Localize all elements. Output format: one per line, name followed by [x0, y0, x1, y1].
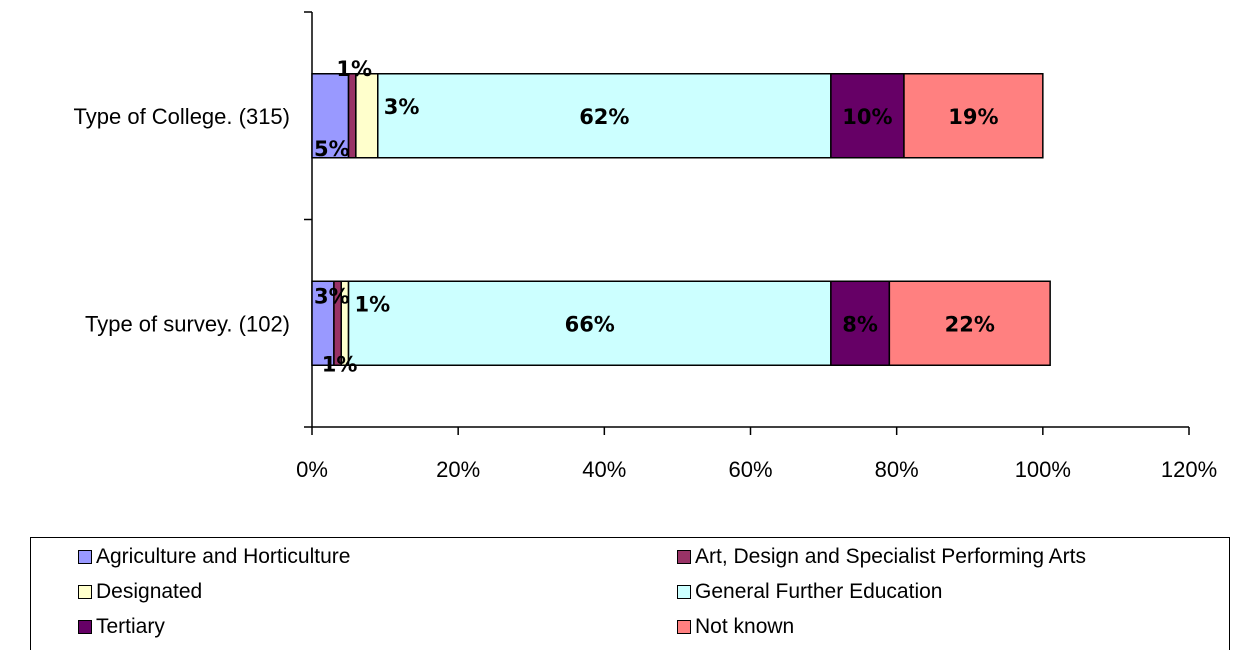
bar-segment — [830, 280, 891, 366]
bar-segment — [377, 73, 832, 159]
x-tick-label: 40% — [582, 457, 626, 482]
x-tick-label: 20% — [436, 457, 480, 482]
legend-item: Designated — [78, 580, 202, 604]
chart-legend: Agriculture and Horticulture Art, Design … — [30, 537, 1230, 650]
data-label: 8% — [842, 312, 878, 336]
legend-item: Not known — [677, 615, 794, 639]
legend-swatch — [677, 550, 691, 564]
x-tick-label: 100% — [1015, 457, 1071, 482]
data-label: 10% — [842, 105, 892, 129]
bar-segment — [888, 280, 1051, 366]
legend-swatch — [78, 620, 92, 634]
x-tick-label: 0% — [296, 457, 328, 482]
data-label: 22% — [945, 312, 995, 336]
legend-item: Agriculture and Horticulture — [78, 545, 350, 569]
bar-segment — [903, 73, 1044, 159]
data-label: 1% — [336, 57, 372, 81]
legend-label: Art, Design and Specialist Performing Ar… — [695, 545, 1087, 568]
legend-swatch — [677, 620, 691, 634]
x-tick-label: 60% — [728, 457, 772, 482]
legend-label: Agriculture and Horticulture — [96, 545, 351, 568]
legend-item: Art, Design and Specialist Performing Ar… — [677, 545, 1086, 569]
data-label: 3% — [384, 95, 420, 119]
data-label: 3% — [314, 284, 350, 308]
x-tick-label: 80% — [875, 457, 919, 482]
legend-label: Tertiary — [96, 615, 165, 638]
legend-label: Designated — [96, 580, 203, 603]
legend-item: Tertiary — [78, 615, 165, 639]
chart-axes: 0% 20% 40% 60% 80% 100% 120% — [296, 11, 1217, 482]
bar-segment — [355, 73, 379, 159]
legend-swatch — [78, 550, 92, 564]
data-label: 1% — [355, 292, 391, 316]
x-tick-label: 120% — [1161, 457, 1217, 482]
data-label: 66% — [565, 312, 615, 336]
data-label: 19% — [948, 105, 998, 129]
category-label: Type of survey. (102) — [85, 311, 290, 336]
legend-item: General Further Education — [677, 580, 942, 604]
chart-labels: Type of College. (315)5%1%3% 62% 10% 19%Typ… — [74, 57, 999, 377]
category-label: Type of College. (315) — [74, 104, 290, 129]
legend-swatch — [78, 585, 92, 599]
data-label: 1% — [322, 352, 358, 376]
bar-segment — [347, 280, 832, 366]
data-label: 62% — [579, 105, 629, 129]
legend-swatch — [677, 585, 691, 599]
legend-label: General Further Education — [695, 580, 943, 603]
stacked-bar-chart: 0% 20% 40% 60% 80% 100% 120% Type of College. … — [74, 11, 1217, 482]
data-label: 5% — [314, 137, 350, 161]
legend-label: Not known — [695, 615, 795, 638]
chart-bars — [311, 73, 1051, 366]
